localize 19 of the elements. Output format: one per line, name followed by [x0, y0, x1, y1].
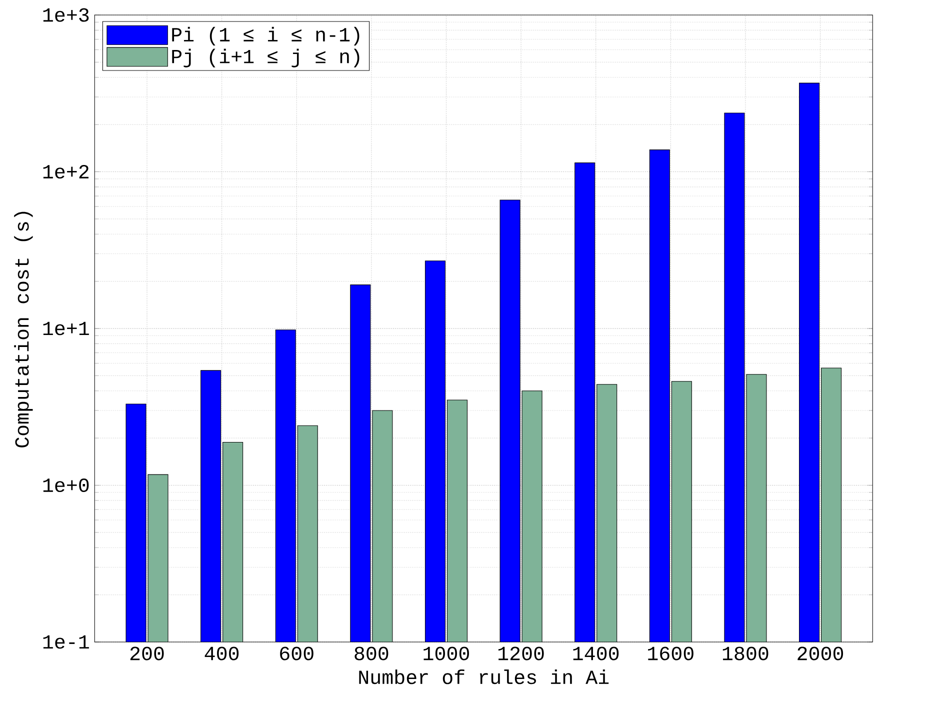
x-tick-label: 1600 — [648, 646, 694, 660]
x-tick-label: 800 — [354, 646, 388, 660]
x-tick-label: 1200 — [498, 646, 544, 660]
legend-label: Pi (1 ≤ i ≤ n-1) — [172, 26, 360, 46]
y-tick-label: 1e+3 — [43, 8, 89, 22]
x-tick-label: 400 — [204, 646, 239, 660]
x-tick-label: 1800 — [722, 646, 768, 660]
y-tick-label: 1e+2 — [43, 164, 88, 179]
y-axis-title: Computation cost (s) — [14, 212, 33, 448]
y-tick-label: 1e+0 — [43, 478, 89, 492]
x-tick-label: 1400 — [573, 646, 619, 660]
x-tick-label: 600 — [280, 646, 314, 660]
legend-label: Pj (i+1 ≤ j ≤ n) — [172, 48, 360, 68]
x-tick-label: 2000 — [798, 646, 844, 660]
x-tick-label: 1000 — [424, 646, 469, 660]
x-tick-label: 200 — [130, 646, 164, 660]
y-tick-label: 1e-1 — [43, 635, 89, 649]
y-tick-label: 1e+1 — [43, 322, 89, 336]
x-axis-title: Number of rules in Ai — [359, 669, 609, 684]
